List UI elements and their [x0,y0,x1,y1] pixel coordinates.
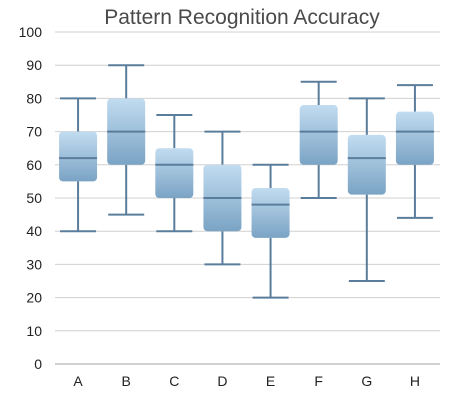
box-D [203,130,242,266]
y-tick-label: 40 [26,223,42,239]
iqr-box [299,105,338,165]
x-tick-label: G [361,373,372,389]
x-tick-label: C [169,373,179,389]
x-tick-label: E [266,373,275,389]
iqr-box [59,131,98,182]
y-axis-ticks: 0 10 20 30 40 50 60 70 80 90 100 [19,24,43,372]
x-tick-label: B [122,373,131,389]
iqr-box [155,148,194,198]
x-tick-label: D [217,373,227,389]
x-axis-ticks: A B C D E F G H [73,373,420,389]
box-A [59,97,98,233]
box-E [251,163,290,299]
y-tick-label: 50 [26,190,42,206]
x-tick-label: H [410,373,420,389]
y-tick-label: 60 [26,157,42,173]
x-tick-label: F [314,373,323,389]
iqr-box [251,188,290,238]
box-F [299,80,338,199]
y-tick-label: 10 [26,323,42,339]
box-H [395,84,434,219]
box-C [155,114,194,233]
y-tick-label: 70 [26,124,42,140]
iqr-box [347,134,386,195]
y-tick-label: 80 [26,90,42,106]
chart-title: Pattern Recognition Accuracy [104,6,380,29]
iqr-box [395,111,434,165]
y-tick-label: 30 [26,256,42,272]
y-tick-label: 100 [19,24,43,40]
box-B [107,64,146,216]
y-tick-label: 0 [34,356,42,372]
y-tick-label: 20 [26,290,42,306]
boxes [59,64,434,299]
y-tick-label: 90 [26,57,42,73]
box-G [347,97,386,282]
x-tick-label: A [73,373,83,389]
gridlines [55,31,440,365]
